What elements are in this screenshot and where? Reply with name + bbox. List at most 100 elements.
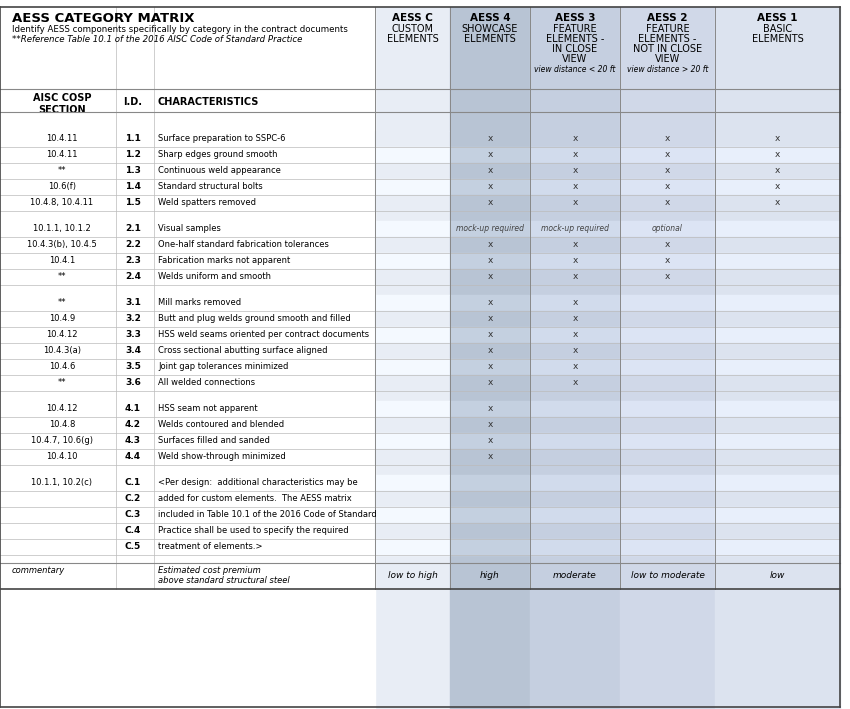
Text: AESS 2: AESS 2 — [647, 13, 688, 23]
Bar — [715, 269, 840, 285]
Text: 3.5: 3.5 — [125, 362, 141, 371]
Text: AESS 3: AESS 3 — [555, 13, 595, 23]
Text: mock-up required: mock-up required — [541, 224, 609, 233]
Text: Visual samples: Visual samples — [158, 224, 221, 233]
Bar — [450, 401, 530, 417]
Text: 10.1.1, 10.2(c): 10.1.1, 10.2(c) — [31, 478, 93, 487]
Bar — [715, 179, 840, 195]
Bar — [450, 359, 530, 375]
Bar — [620, 359, 715, 375]
Text: C.4: C.4 — [125, 526, 141, 535]
Text: One-half standard fabrication tolerances: One-half standard fabrication tolerances — [158, 240, 329, 249]
Text: VIEW: VIEW — [654, 54, 680, 64]
Bar — [715, 221, 840, 237]
Bar — [450, 491, 530, 507]
Bar — [715, 401, 840, 417]
Bar — [715, 311, 840, 327]
Text: x: x — [572, 314, 578, 323]
Bar — [715, 359, 840, 375]
Text: x: x — [487, 166, 493, 175]
Bar — [375, 221, 450, 237]
Text: x: x — [572, 198, 578, 207]
Bar — [530, 269, 620, 285]
Text: low to moderate: low to moderate — [631, 571, 705, 580]
Text: x: x — [775, 182, 780, 191]
Bar — [450, 253, 530, 269]
Text: x: x — [572, 256, 578, 265]
Text: Standard structural bolts: Standard structural bolts — [158, 182, 263, 191]
Text: **: ** — [58, 166, 66, 175]
Bar — [375, 311, 450, 327]
Text: x: x — [487, 346, 493, 355]
Bar — [450, 433, 530, 449]
Text: 1.5: 1.5 — [125, 198, 141, 207]
Text: x: x — [665, 272, 670, 281]
Text: x: x — [572, 362, 578, 371]
Bar — [715, 237, 840, 253]
Text: ELEMENTS: ELEMENTS — [464, 34, 516, 44]
Text: Identify AESS components specifically by category in the contract documents: Identify AESS components specifically by… — [12, 25, 348, 34]
Bar — [620, 507, 715, 523]
Text: low to high: low to high — [388, 571, 438, 580]
Text: view distance < 20 ft: view distance < 20 ft — [535, 65, 615, 74]
Text: Surface preparation to SSPC-6: Surface preparation to SSPC-6 — [158, 134, 286, 143]
Text: 10.4.6: 10.4.6 — [48, 362, 75, 371]
Bar — [715, 131, 840, 147]
Bar — [530, 195, 620, 211]
Text: 1.2: 1.2 — [125, 150, 141, 159]
Text: 4.2: 4.2 — [125, 420, 141, 429]
Text: **: ** — [58, 272, 66, 281]
Bar — [450, 131, 530, 147]
Text: AISC COSP
SECTION: AISC COSP SECTION — [33, 93, 91, 115]
Text: x: x — [487, 378, 493, 387]
Text: x: x — [487, 240, 493, 249]
Bar — [715, 539, 840, 555]
Bar — [620, 327, 715, 343]
Text: ELEMENTS: ELEMENTS — [387, 34, 439, 44]
Bar — [450, 179, 530, 195]
Text: AESS C: AESS C — [392, 13, 433, 23]
Text: 3.1: 3.1 — [125, 298, 141, 307]
Bar — [375, 523, 450, 539]
Text: FEATURE: FEATURE — [646, 24, 689, 34]
Text: x: x — [487, 134, 493, 143]
Text: 10.4.11: 10.4.11 — [46, 150, 77, 159]
Bar — [715, 343, 840, 359]
Bar — [715, 449, 840, 465]
Text: C.5: C.5 — [125, 542, 141, 551]
Text: x: x — [572, 240, 578, 249]
Text: BASIC: BASIC — [763, 24, 792, 34]
Bar — [530, 417, 620, 433]
Text: 10.6(f): 10.6(f) — [48, 182, 76, 191]
Bar — [450, 7, 530, 709]
Text: 10.4.1: 10.4.1 — [48, 256, 75, 265]
Text: x: x — [487, 436, 493, 445]
Bar — [375, 131, 450, 147]
Bar — [375, 295, 450, 311]
Text: 2.1: 2.1 — [125, 224, 141, 233]
Bar — [715, 195, 840, 211]
Text: 10.4.10: 10.4.10 — [46, 452, 77, 461]
Text: 10.4.11: 10.4.11 — [46, 134, 77, 143]
Bar — [450, 221, 530, 237]
Text: x: x — [775, 134, 780, 143]
Text: x: x — [572, 272, 578, 281]
Bar — [715, 147, 840, 163]
Text: x: x — [487, 272, 493, 281]
Text: IN CLOSE: IN CLOSE — [552, 44, 598, 54]
Text: 10.4.3(a): 10.4.3(a) — [43, 346, 81, 355]
Text: ELEMENTS -: ELEMENTS - — [638, 34, 697, 44]
Bar — [530, 253, 620, 269]
Text: low: low — [770, 571, 785, 580]
Text: ELEMENTS: ELEMENTS — [751, 34, 803, 44]
Text: Butt and plug welds ground smooth and filled: Butt and plug welds ground smooth and fi… — [158, 314, 351, 323]
Text: Welds contoured and blended: Welds contoured and blended — [158, 420, 284, 429]
Bar — [375, 475, 450, 491]
Text: Fabrication marks not apparent: Fabrication marks not apparent — [158, 256, 290, 265]
Text: 10.1.1, 10.1.2: 10.1.1, 10.1.2 — [33, 224, 91, 233]
Bar — [530, 221, 620, 237]
Text: 10.4.8, 10.4.11: 10.4.8, 10.4.11 — [31, 198, 94, 207]
Bar — [620, 417, 715, 433]
Bar — [620, 179, 715, 195]
Bar — [715, 327, 840, 343]
